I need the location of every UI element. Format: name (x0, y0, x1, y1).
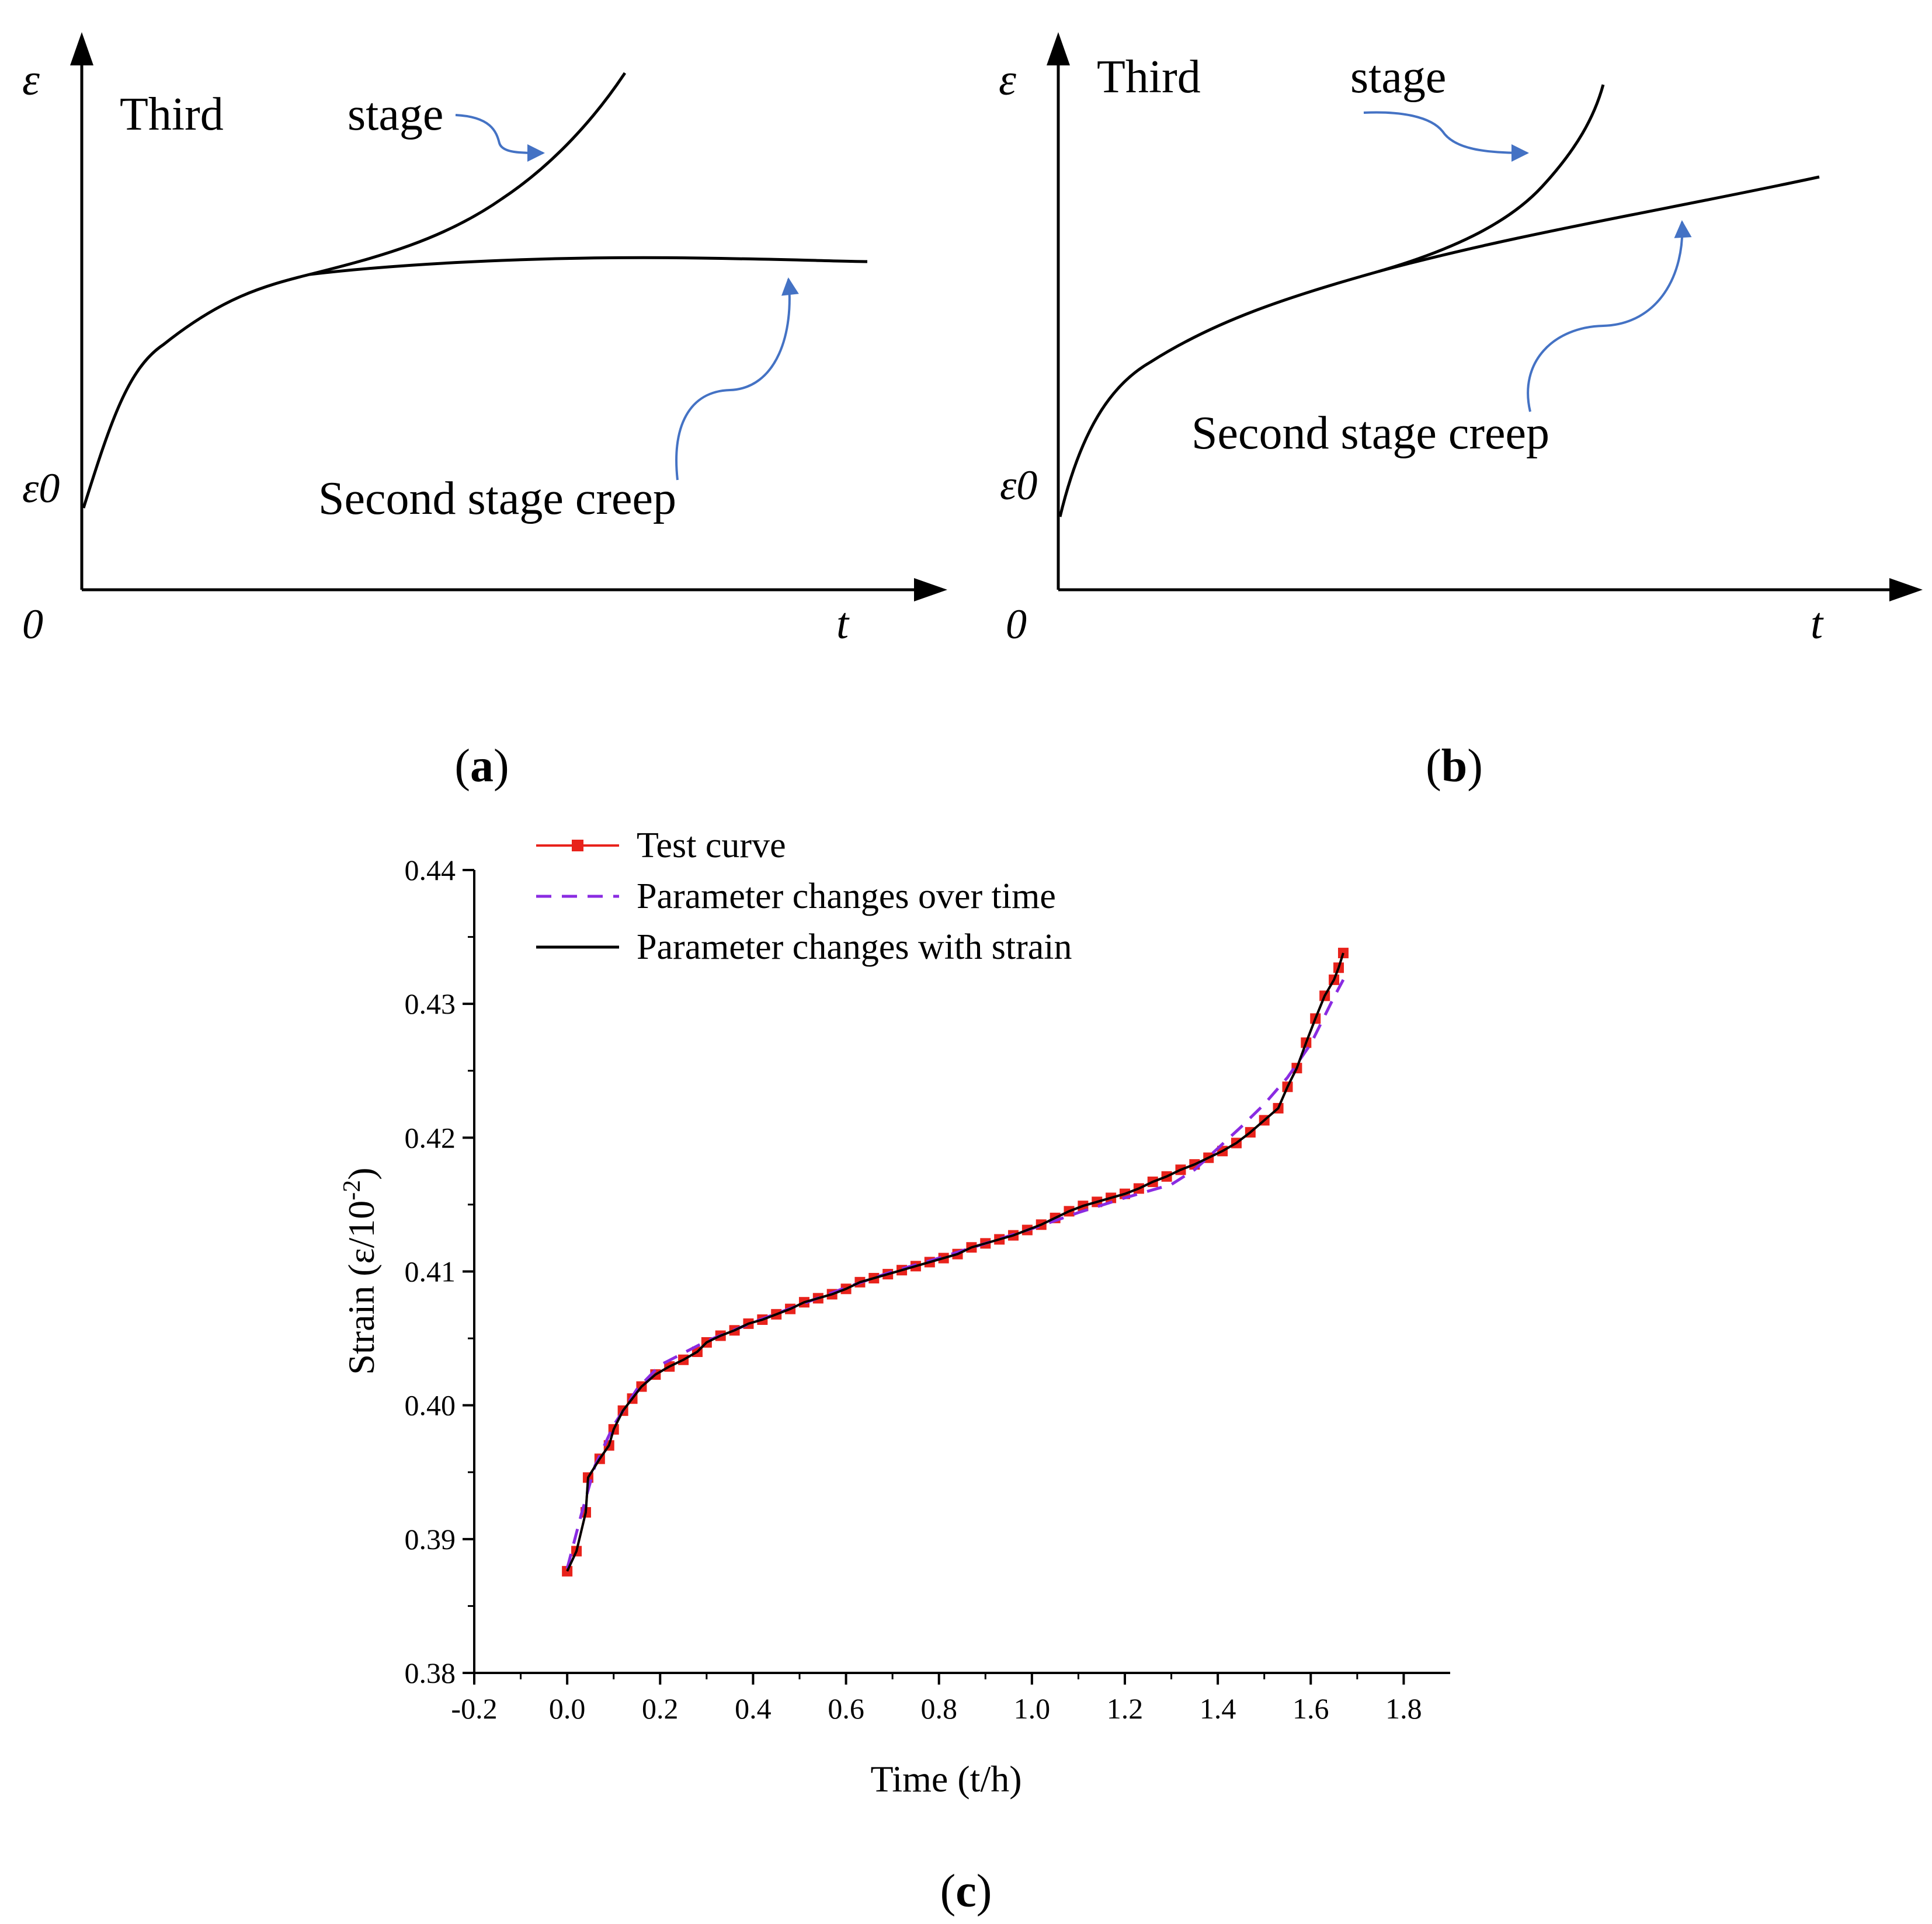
y-tick-label: 0.44 (405, 854, 456, 886)
panel-c-plot: -0.2 0.0 0.2 0.4 0.6 0.8 1.0 1.2 1.4 1.6 1.8 0.380… (405, 854, 1450, 1725)
x-tick-label: 1.4 (1200, 1692, 1236, 1725)
panel-b-second-label: Second stage creep (1191, 408, 1549, 459)
panel-a-origin: 0 (22, 601, 43, 648)
x-tick-label: 0.8 (920, 1692, 957, 1725)
panel-b-stage-label: stage (1350, 51, 1446, 103)
x-tick-label: 1.0 (1014, 1692, 1051, 1725)
panel-a-caption: (a) (454, 740, 509, 792)
panel-b-third-label: Third (1097, 51, 1201, 103)
panel-b-third-stage-arrow (1363, 111, 1529, 162)
y-tick-label: 0.39 (405, 1523, 456, 1556)
panel-c-y-ticks: 0.38 0.39 0.40 0.41 0.42 0.43 0.44 (405, 854, 474, 1689)
y-tick-label: 0.42 (405, 1121, 456, 1154)
x-tick-label: 0.2 (642, 1692, 679, 1725)
x-tick-label: 0.4 (735, 1692, 772, 1725)
x-tick-label: 0.6 (828, 1692, 864, 1725)
panel-a-x-symbol: t (836, 599, 850, 648)
panel-c-y-axis-label-main: Strain (ε/10 (340, 1201, 382, 1375)
panel-a-stage-label: stage (348, 89, 443, 140)
panel-b-y0-symbol: ε0 (1000, 462, 1037, 509)
legend-param-strain-label: Parameter changes with strain (637, 927, 1072, 967)
panel-a-y0-symbol: ε0 (22, 465, 60, 512)
panel-b-caption: (b) (1426, 740, 1483, 792)
panel-a-y-arrowhead (70, 32, 93, 65)
panel-b: ε ε0 0 t Third stage Second stage creep … (999, 32, 1923, 792)
x-tick-label: -0.2 (451, 1692, 497, 1725)
panel-a-third-stage-curve (309, 72, 627, 276)
panel-a-third-label: Third (120, 89, 224, 140)
panel-c-y-axis-label: Strain (ε/10-2) (339, 1167, 382, 1375)
panel-c-y-axis-label-sup: -2 (339, 1180, 366, 1201)
panel-a-second-stage-arrow (675, 277, 799, 481)
legend-test-curve-label: Test curve (637, 826, 786, 865)
panel-a-y-symbol: ε (22, 55, 40, 105)
y-tick-label: 0.41 (405, 1255, 456, 1288)
panel-c-caption: (c) (940, 1866, 992, 1917)
x-tick-label: 0.0 (549, 1692, 586, 1725)
panel-b-third-stage-curve (1378, 84, 1605, 273)
panel-c-series (562, 948, 1349, 1577)
panel-c-x-ticks: -0.2 0.0 0.2 0.4 0.6 0.8 1.0 1.2 1.4 1.6 1.8 (451, 1673, 1422, 1725)
series-test-curve-line (566, 952, 1344, 1572)
panel-a-x-arrowhead (914, 578, 947, 601)
panel-b-common-curve (1058, 270, 1379, 517)
legend-test-curve-marker (572, 840, 583, 851)
panel-b-second-stage-arrow (1527, 220, 1692, 412)
series-param-time-line (565, 979, 1345, 1569)
y-tick-label: 0.40 (405, 1389, 456, 1422)
panel-b-x-symbol: t (1811, 599, 1824, 648)
panel-a-third-stage-arrow (455, 114, 545, 162)
x-tick-label: 1.8 (1385, 1692, 1422, 1725)
y-tick-label: 0.38 (405, 1657, 456, 1689)
panel-c-legend: Test curve Parameter changes over time P… (536, 826, 1072, 967)
y-tick-label: 0.43 (405, 987, 456, 1020)
panel-b-y-arrowhead (1047, 32, 1070, 65)
panel-a: ε ε0 0 t Third stage Second stage creep … (22, 32, 947, 792)
panel-a-common-curve (82, 273, 310, 509)
panel-b-second-stage-curve (1378, 175, 1820, 273)
panel-a-second-stage-curve (309, 256, 868, 276)
series-param-strain-line (566, 952, 1344, 1572)
panel-b-origin: 0 (1006, 601, 1027, 648)
legend-param-time-label: Parameter changes over time (637, 876, 1056, 916)
panel-c-x-axis-label: Time (t/h) (871, 1758, 1022, 1800)
x-tick-label: 1.6 (1292, 1692, 1329, 1725)
panel-c: -0.2 0.0 0.2 0.4 0.6 0.8 1.0 1.2 1.4 1.6 1.8 0.380… (339, 826, 1450, 1917)
panel-b-x-arrowhead (1889, 578, 1923, 601)
panel-c-y-axis-label-end: ) (340, 1167, 382, 1180)
panel-a-second-label: Second stage creep (318, 473, 676, 524)
x-tick-label: 1.2 (1107, 1692, 1144, 1725)
panel-b-y-symbol: ε (999, 55, 1016, 105)
